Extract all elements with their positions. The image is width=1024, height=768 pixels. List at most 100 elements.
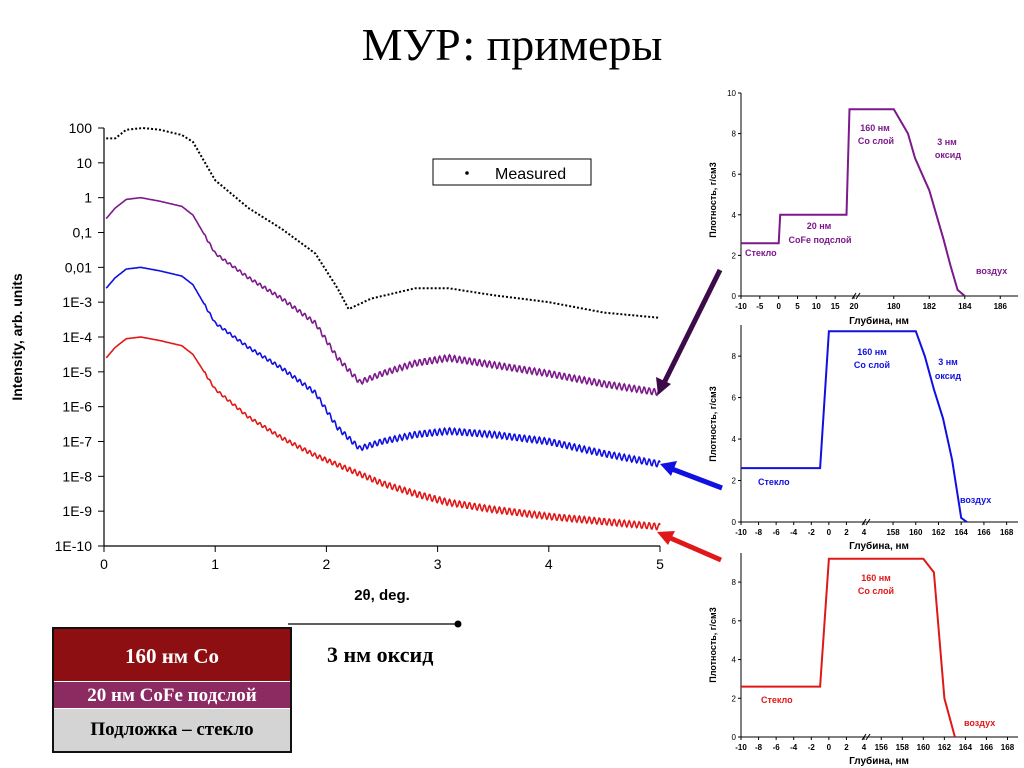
y-tick-label: 8	[732, 578, 737, 587]
x-axis-label: 2θ, deg.	[354, 587, 410, 604]
x-tick-label: 156	[875, 743, 889, 752]
annotation: 160 нм	[861, 573, 891, 583]
x-tick-label: 164	[959, 743, 973, 752]
arrow-red	[667, 534, 722, 563]
density-chart-co: 0 2 4 6 8 -10 -8 -6 -4 -2 0 2 4 156 158 160 162 164 166 168…	[708, 553, 1018, 767]
y-tick-label: 2	[732, 477, 737, 486]
annotation: Co слой	[858, 136, 894, 146]
legend-box	[432, 158, 592, 186]
annotation: Стекло	[745, 248, 777, 258]
y-tick-label: 1E-3	[62, 294, 92, 310]
axis-break	[861, 733, 867, 741]
y-tick-label: 4	[732, 435, 737, 444]
x-tick-label: 186	[994, 302, 1008, 311]
y-tick-label: 1E-4	[62, 329, 92, 345]
legend-entry: Measured	[495, 166, 566, 183]
arrow-purple-head	[656, 377, 671, 395]
x-tick-label: -4	[790, 743, 798, 752]
annotation: оксид	[935, 371, 961, 381]
y-tick-label: 1E-5	[62, 364, 92, 380]
x-tick-label: 168	[1001, 743, 1015, 752]
x-tick-label: -10	[735, 743, 747, 752]
density-profile-line	[741, 557, 956, 738]
y-axis-label: Intensity, arb. units	[9, 273, 25, 401]
annotation: 3 нм	[937, 137, 957, 147]
x-tick-label: 5	[795, 302, 800, 311]
legend: Measured	[432, 158, 592, 186]
axis-break	[851, 292, 857, 300]
y-tick-label: 8	[732, 130, 737, 139]
x-tick-label: 158	[896, 743, 910, 752]
y-tick-label: 0	[732, 733, 737, 742]
x-tick-label: 2	[844, 743, 849, 752]
axis-break	[865, 733, 871, 741]
density-profile-line	[741, 330, 968, 523]
arrows	[656, 268, 723, 563]
density-chart-cofe: 0 2 4 6 8 10 -10 -5 0 5 10 15 20 180 182 184 186 Плотнос…	[708, 89, 1018, 327]
x-tick-label: 160	[917, 743, 931, 752]
y-tick-label: 4	[732, 211, 737, 220]
y-tick-label: 100	[69, 120, 93, 136]
annotation: воздух	[960, 495, 991, 505]
y-tick-label: 6	[732, 394, 737, 403]
y-tick-label: 1E-6	[62, 399, 92, 415]
annotation: Co слой	[858, 586, 894, 596]
x-tick-label: -10	[735, 302, 747, 311]
x-tick-label: -8	[755, 528, 763, 537]
x-tick-label: -10	[735, 528, 747, 537]
arrow-blue-head	[660, 461, 677, 476]
reflectivity-chart: 1001010,10,011E-31E-41E-51E-61E-71E-81E-…	[9, 120, 664, 604]
y-tick-label: 10	[727, 89, 736, 98]
x-tick-label: 2	[323, 556, 331, 572]
annotation: воздух	[976, 266, 1007, 276]
x-tick-label: 0	[100, 556, 108, 572]
x-tick-label: -4	[790, 528, 798, 537]
oxide-label: 3 нм оксид	[327, 642, 434, 667]
y-tick-label: 0,01	[65, 259, 92, 275]
y-axis-label: Плотность, г/см3	[708, 386, 718, 461]
axis-break	[855, 292, 861, 300]
series-line-0	[106, 127, 660, 319]
x-axis-label: Глубина, нм	[849, 315, 909, 327]
x-tick-label: 168	[1000, 528, 1014, 537]
y-tick-label: 1E-8	[62, 468, 92, 484]
x-tick-label: 2	[844, 528, 849, 537]
y-tick-label: 0	[732, 518, 737, 527]
annotation: CoFe подслой	[788, 235, 851, 245]
arrow-blue	[671, 466, 723, 491]
y-tick-label: 8	[732, 352, 737, 361]
annotation: 160 нм	[860, 123, 890, 133]
oxide-indicator-dot	[454, 620, 462, 628]
x-axis-label: Глубина, нм	[849, 540, 909, 552]
density-chart-co-oxide: 0 2 4 6 8 -10 -8 -6 -4 -2 0 2 4 158 160 162 164 166 168 Пл…	[708, 325, 1018, 552]
x-tick-label: 166	[980, 743, 994, 752]
x-tick-label: 4	[545, 556, 553, 572]
page-title: МУР: примеры	[361, 19, 663, 70]
x-tick-label: 184	[958, 302, 972, 311]
series-line-3	[105, 336, 661, 531]
x-tick-label: -2	[808, 528, 816, 537]
x-tick-label: -6	[773, 743, 781, 752]
y-tick-label: 1E-9	[62, 503, 92, 519]
x-tick-label: 3	[434, 556, 442, 572]
x-tick-label: 180	[887, 302, 901, 311]
x-tick-label: 0	[776, 302, 781, 311]
density-profile-line	[741, 108, 966, 297]
layer-cofe: 20 нм CoFe подслой	[54, 681, 290, 709]
x-tick-label: -6	[773, 528, 781, 537]
x-tick-label: 162	[932, 528, 946, 537]
annotation: Стекло	[761, 695, 793, 705]
y-tick-label: 4	[732, 656, 737, 665]
layer-co: 160 нм Co	[54, 629, 290, 681]
y-tick-label: 6	[732, 170, 737, 179]
x-tick-label: 15	[831, 302, 840, 311]
x-tick-label: 4	[862, 528, 867, 537]
x-tick-label: 1	[211, 556, 219, 572]
x-tick-label: 164	[955, 528, 969, 537]
annotation: оксид	[935, 150, 961, 160]
arrow-purple	[660, 268, 723, 387]
annotation: 3 нм	[938, 357, 958, 367]
y-tick-label: 6	[732, 617, 737, 626]
y-tick-label: 1E-7	[62, 434, 92, 450]
